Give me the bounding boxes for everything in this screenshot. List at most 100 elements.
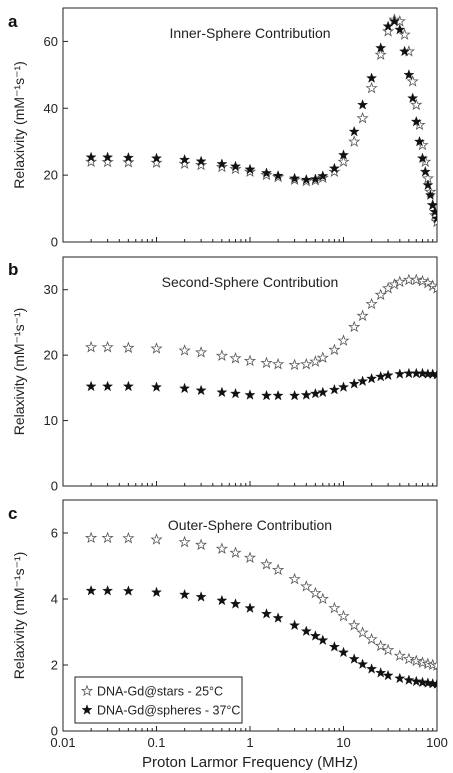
open-star-point [261,558,272,570]
series-spheres-37c [85,367,437,401]
panel-c: 0 2 4 6 0.01 0.1 1 10 100 Outer-Sphere Contributi… [8,499,448,771]
filled-star-point [230,388,241,399]
x-tick-label: 0.1 [147,735,165,750]
filled-star-point [382,369,394,381]
filled-star-point [230,598,241,609]
open-star-point [85,341,97,352]
filled-star-point [216,386,228,398]
open-star-point [216,350,228,361]
open-star-point [300,358,312,369]
y-tick-label: 0 [51,724,58,739]
filled-star-point [244,602,256,613]
x-tick-label: 10 [336,735,350,750]
filled-star-point [289,619,301,631]
filled-star-point [272,390,284,401]
y-axis-label: Relaxivity (mM⁻¹s⁻¹) [11,308,27,436]
filled-star-point [366,663,378,674]
filled-star-point [261,390,272,401]
open-star-point [102,532,114,543]
filled-star-point [338,381,349,392]
filled-star-point [216,594,228,606]
panel-title: Inner-Sphere Contribution [169,25,330,41]
filled-star-point [375,371,387,382]
filled-star-point [366,373,378,384]
series-stars-25c [85,532,437,671]
filled-star-point [261,608,272,619]
filled-star-point [348,653,360,664]
open-star-point [122,342,134,353]
filled-star-point [102,380,114,392]
y-tick-label: 2 [51,658,58,673]
open-star-point [366,82,378,93]
open-star-point [216,543,228,554]
open-star-point [244,355,256,366]
panel-a: 0 20 40 60 Inner-Sphere Contribution a Relaxiv… [8,7,438,250]
y-tick-label: 30 [44,282,58,297]
open-star-point [289,359,301,370]
open-star-point [348,619,360,631]
open-star-point [309,356,321,367]
y-tick-label: 20 [44,348,58,363]
open-star-point [122,532,134,543]
x-tick-label: 0.01 [50,735,75,750]
y-tick-label: 0 [51,235,58,250]
data-markers [85,532,437,689]
filled-star-point [427,199,437,210]
open-star-point [328,344,340,355]
open-star-point [410,99,422,110]
open-star-point [366,298,378,309]
open-star-point [151,342,162,354]
filled-star-point [403,367,415,379]
x-axis-label: Proton Larmor Frequency (MHz) [142,754,358,771]
open-star-point [382,644,394,655]
filled-star-point [348,126,360,137]
filled-star-point [422,179,434,190]
panel-title: Second-Sphere Contribution [162,274,339,290]
panel-title: Outer-Sphere Contribution [168,517,332,533]
y-axis-label: Relaxivity (mM⁻¹s⁻¹) [11,552,27,680]
open-star-point [348,321,360,332]
filled-star-point [338,646,349,658]
filled-star-point [122,380,134,392]
y-tick-label: 20 [44,168,58,183]
filled-star-point [375,667,387,678]
open-star-point [85,532,97,543]
open-star-point [394,650,406,661]
y-tick-label: 6 [51,526,58,541]
filled-star-point [272,612,284,623]
open-star-point [317,593,329,604]
filled-star-point [102,585,114,596]
filled-star-point [151,381,162,392]
filled-star-point [244,389,256,400]
open-star-point [244,552,256,563]
open-star-point [366,633,378,644]
open-star-point [230,547,241,558]
open-star-point [230,352,241,364]
panel-letter: b [8,260,18,279]
open-star-point [179,344,191,356]
open-star-point [195,346,207,358]
filled-star-point [85,585,97,596]
y-axis-label: Relaxivity (mM⁻¹s⁻¹) [11,61,27,189]
open-star-point [357,627,369,638]
filled-star-point [357,375,369,386]
panel-letter: a [8,12,18,31]
open-star-point [338,156,349,167]
open-star-point [407,75,419,87]
filled-star-point [195,384,207,396]
panel-b: 0 10 20 30 Second-Sphere Contribution b Relaxi… [8,256,438,494]
open-star-point [300,580,312,592]
y-tick-label: 0 [51,479,58,494]
filled-star-point [317,634,329,645]
series-stars-25c [85,14,437,227]
filled-star-point [300,625,312,636]
y-tick-label: 60 [44,34,58,49]
legend-entry-label: DNA-Gd@stars - 25°C [97,685,223,699]
open-star-point [289,573,301,584]
y-tick-label: 40 [44,101,58,116]
open-star-point [151,533,162,545]
open-star-point [403,653,415,664]
data-markers [85,14,437,227]
panel-letter: c [8,504,17,523]
